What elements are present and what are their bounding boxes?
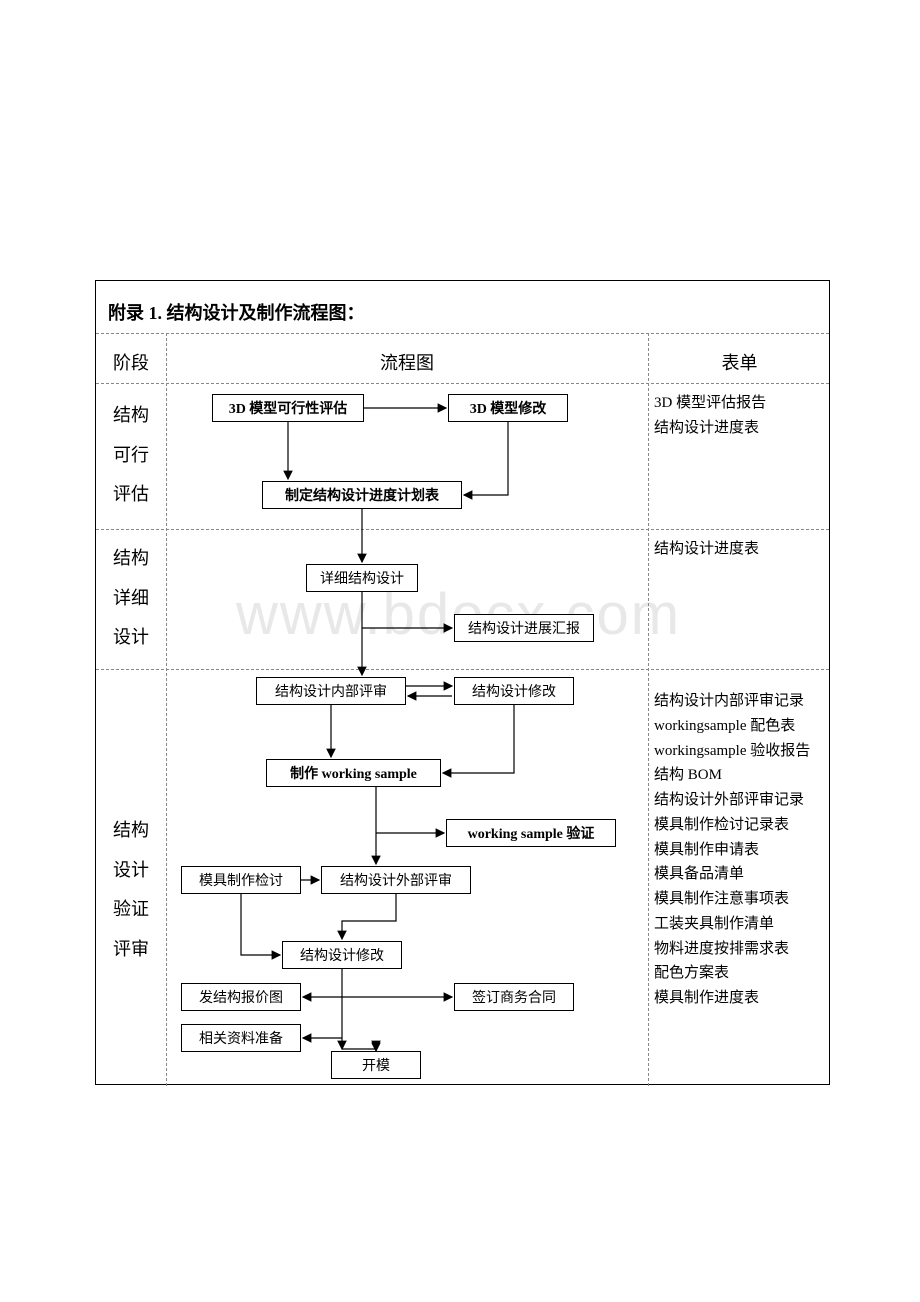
- header-forms: 表单: [648, 349, 831, 375]
- node-make-sample: 制作 working sample: [266, 759, 441, 787]
- forms-2: 结构设计进度表: [654, 537, 829, 562]
- divider-v1: [166, 333, 167, 1086]
- node-detail-design: 详细结构设计: [306, 564, 418, 592]
- node-plan: 制定结构设计进度计划表: [262, 481, 462, 509]
- node-contract: 签订商务合同: [454, 983, 574, 1011]
- node-open-mold: 开模: [331, 1051, 421, 1079]
- phase-2: 结构详细设计: [101, 539, 161, 658]
- node-materials: 相关资料准备: [181, 1024, 301, 1052]
- phase-1: 结构可行评估: [101, 396, 161, 515]
- node-design-mod1: 结构设计修改: [454, 677, 574, 705]
- node-quote: 发结构报价图: [181, 983, 301, 1011]
- node-sample-verify: working sample 验证: [446, 819, 616, 847]
- node-3d-eval: 3D 模型可行性评估: [212, 394, 364, 422]
- phase-3: 结构设计验证评审: [101, 811, 161, 969]
- node-internal-rev: 结构设计内部评审: [256, 677, 406, 705]
- node-design-mod2: 结构设计修改: [282, 941, 402, 969]
- node-progress-rpt: 结构设计进展汇报: [454, 614, 594, 642]
- header-phase: 阶段: [96, 349, 166, 375]
- forms-1: 3D 模型评估报告结构设计进度表: [654, 391, 829, 441]
- divider-h1: [96, 333, 829, 334]
- page-frame: 附录 1. 结构设计及制作流程图： www.bdocx.com 阶段 流程图 表…: [95, 280, 830, 1085]
- forms-3: 结构设计内部评审记录workingsample 配色表workingsample…: [654, 689, 829, 1011]
- divider-v2: [648, 333, 649, 1086]
- node-external-rev: 结构设计外部评审: [321, 866, 471, 894]
- divider-h3: [96, 529, 829, 530]
- divider-h4: [96, 669, 829, 670]
- divider-h2: [96, 383, 829, 384]
- header-flow: 流程图: [166, 349, 648, 375]
- node-mold-review: 模具制作检讨: [181, 866, 301, 894]
- node-3d-modify: 3D 模型修改: [448, 394, 568, 422]
- page-title: 附录 1. 结构设计及制作流程图：: [108, 299, 365, 325]
